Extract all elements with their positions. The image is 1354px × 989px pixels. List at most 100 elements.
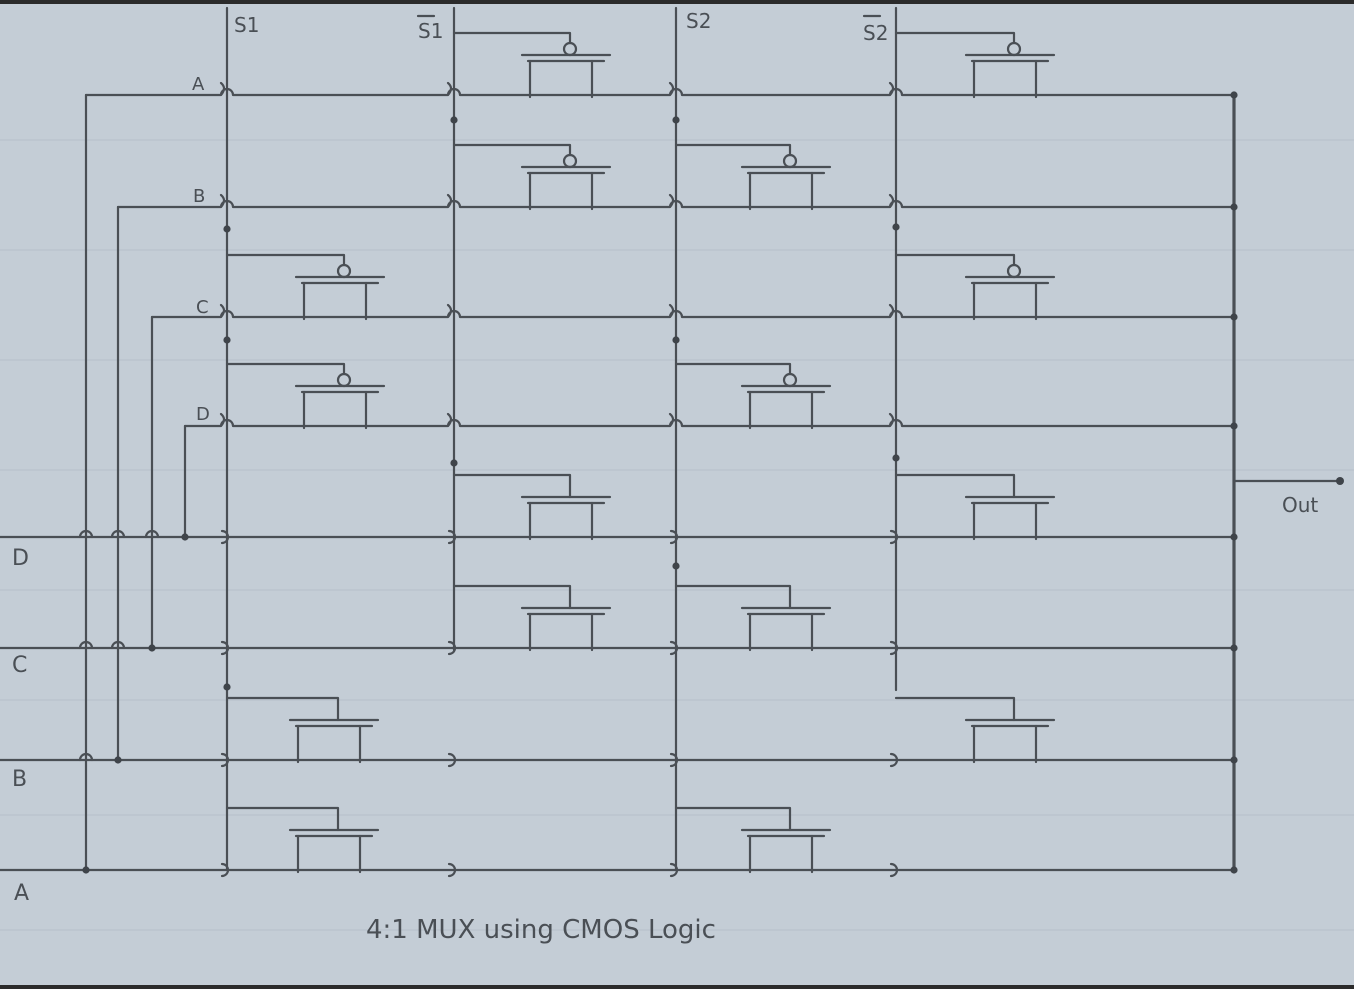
pmos-transistor (674, 362, 832, 430)
gate-wire (452, 584, 572, 610)
nmos-transistor (225, 696, 380, 764)
gate-bubble (782, 153, 798, 169)
junction-dot (1230, 91, 1238, 99)
gate-wire (894, 253, 1016, 267)
junction-dot (892, 223, 900, 231)
select-label-s2-bar: S2 (863, 21, 888, 45)
output-label: Out (1282, 493, 1318, 517)
crossover-hop (889, 640, 899, 656)
crossover-hop (110, 640, 126, 650)
junction-dot (82, 866, 90, 874)
input-verticals (84, 93, 187, 872)
nmos-transistor (894, 696, 1056, 764)
col-label-d: D (196, 404, 210, 425)
crossover-hop (110, 529, 126, 539)
pmos-transistor (225, 362, 386, 430)
gate-bubble (1006, 263, 1022, 279)
source-drain (972, 281, 1038, 321)
gate-wire (674, 584, 792, 610)
crossover-hop (447, 862, 457, 878)
gate-wire (894, 31, 1016, 45)
crossover-hop (78, 640, 94, 650)
signal-row (84, 81, 1236, 97)
pmos-transistor (674, 143, 832, 211)
crossover-hop (889, 529, 899, 545)
gate-wire (225, 362, 346, 376)
signal-row (150, 303, 1236, 319)
nmos-transistor (674, 584, 832, 652)
junction-dots (82, 91, 1238, 874)
junction-dot (1230, 203, 1238, 211)
source-drain (528, 59, 594, 99)
junction-dot (1230, 756, 1238, 764)
source-drain (528, 612, 594, 652)
crossover-hop (669, 862, 679, 878)
source-drain (302, 281, 368, 321)
gate-wire (225, 253, 346, 267)
crossover-hop (220, 640, 230, 656)
pmos-transistor (452, 143, 612, 211)
column-input-labels: A B C D (192, 74, 210, 425)
crossover-hop (669, 529, 679, 545)
crossover-hop (447, 752, 457, 768)
nmos-transistor (894, 473, 1056, 541)
gate-bubble (1006, 41, 1022, 57)
select-label-s1-bar: S1 (418, 19, 443, 43)
crossover-hop (669, 640, 679, 656)
junction-dot (450, 459, 458, 467)
junction-dot (672, 336, 680, 344)
nmos-transistor (452, 584, 612, 652)
junction-dot (114, 756, 122, 764)
col-label-b: B (193, 186, 205, 207)
gate-bubble (336, 263, 352, 279)
gate-wire (225, 696, 340, 722)
crossover-hop (78, 752, 94, 762)
junction-dot (1230, 866, 1238, 874)
junction-dot (148, 644, 156, 652)
source-drain (748, 171, 814, 211)
nmos-transistor (674, 806, 832, 874)
junction-dot (672, 116, 680, 124)
junction-dot (223, 683, 231, 691)
crossover-hop (220, 862, 230, 878)
mux-schematic: S1 S1 S2 S2 A B C D D C B A Out 4:1 MUX … (0, 6, 1354, 945)
crossover-hop (889, 752, 899, 768)
nmos-transistor (452, 473, 612, 541)
col-label-a: A (192, 74, 205, 95)
source-drain (972, 59, 1038, 99)
gate-wire (674, 143, 792, 157)
row-label-b: B (12, 767, 27, 792)
gate-wire (674, 362, 792, 376)
paper-sheet: S1 S1 S2 S2 A B C D D C B A Out 4:1 MUX … (0, 4, 1354, 985)
row-label-c: C (12, 653, 27, 678)
signal-row (183, 412, 1236, 428)
pmos-transistor (225, 253, 386, 321)
col-label-c: C (196, 297, 209, 318)
gate-wire (894, 473, 1016, 499)
source-drain (748, 390, 814, 430)
select-label-s2: S2 (686, 9, 711, 33)
crossover-hop (447, 529, 457, 545)
gate-bubble (562, 41, 578, 57)
row-input-labels: D C B A (12, 546, 29, 906)
pmos-transistor (894, 31, 1056, 99)
gate-wire (452, 473, 572, 499)
transistor-array (225, 31, 1056, 874)
junction-dot (1230, 644, 1238, 652)
gate-bubble (562, 153, 578, 169)
diagram-title: 4:1 MUX using CMOS Logic (366, 915, 716, 945)
crossover-hop (447, 640, 457, 656)
source-drain (296, 834, 362, 874)
source-drain (302, 390, 368, 430)
source-drain (972, 724, 1038, 764)
output-bus (1232, 93, 1344, 872)
select-label-s1: S1 (234, 13, 259, 37)
junction-dot (223, 225, 231, 233)
source-drain (528, 501, 594, 541)
junction-dot (181, 533, 189, 541)
junction-dot (1230, 533, 1238, 541)
row-label-d: D (12, 546, 29, 571)
select-labels: S1 S1 S2 S2 (234, 9, 888, 45)
gate-bubble (336, 372, 352, 388)
source-drain (748, 612, 814, 652)
